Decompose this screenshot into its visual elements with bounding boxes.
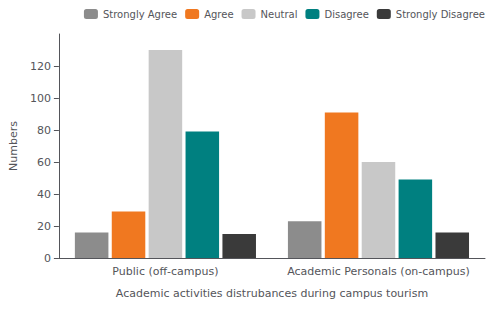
svg-text:80: 80: [37, 124, 51, 137]
svg-text:120: 120: [30, 60, 51, 73]
svg-text:Neutral: Neutral: [261, 9, 298, 20]
svg-text:40: 40: [37, 188, 51, 201]
svg-text:0: 0: [44, 252, 51, 265]
svg-text:60: 60: [37, 156, 51, 169]
svg-text:Agree: Agree: [204, 9, 233, 20]
svg-text:20: 20: [37, 220, 51, 233]
svg-text:Strongly Disagree: Strongly Disagree: [396, 9, 485, 20]
svg-text:Public (off-campus): Public (off-campus): [112, 265, 218, 278]
svg-text:Strongly Agree: Strongly Agree: [103, 9, 177, 20]
svg-text:Academic Personals (on-campus): Academic Personals (on-campus): [287, 265, 470, 278]
svg-text:Academic activities distrubanc: Academic activities distrubances during …: [116, 287, 428, 300]
svg-text:100: 100: [30, 92, 51, 105]
svg-text:Numbers: Numbers: [7, 121, 20, 171]
svg-text:Disagree: Disagree: [324, 9, 368, 20]
